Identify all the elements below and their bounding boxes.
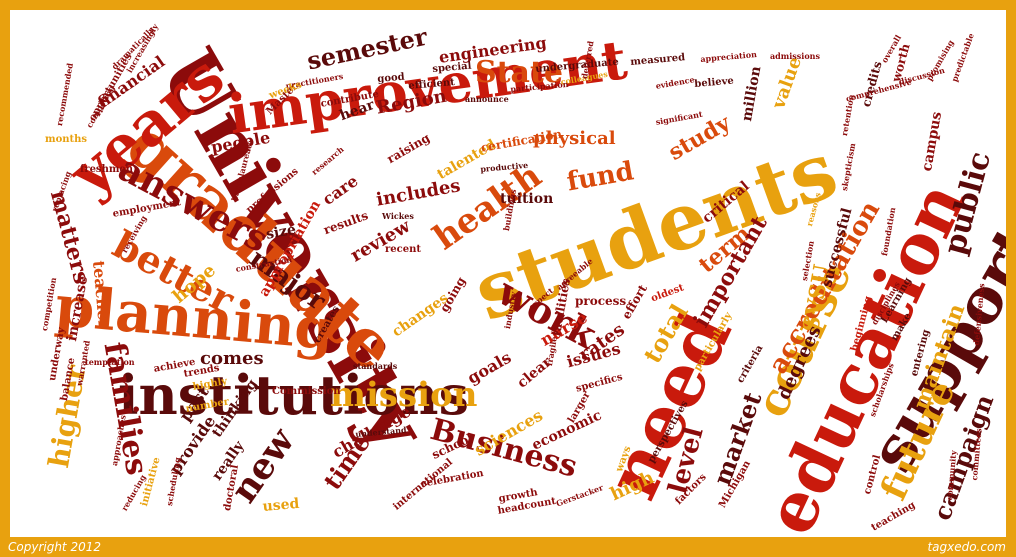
word-teaching: teaching — [869, 499, 918, 534]
word-teacher: teacher — [89, 259, 114, 330]
word-raising: raising — [384, 130, 433, 167]
word-care: care — [318, 171, 362, 209]
copyright-text: Copyright 2012 — [8, 540, 101, 554]
word-state: State — [475, 55, 563, 90]
word-specifics: specifics — [574, 371, 624, 395]
word-retention: retention — [839, 93, 857, 137]
brand-link[interactable]: tagxedo.com — [927, 540, 1006, 554]
word-commission: Commission — [272, 386, 341, 397]
word-research: research — [309, 144, 346, 177]
word-admissions: admissions — [770, 51, 820, 61]
word-predictable: predictable — [949, 31, 976, 84]
word-recommended: recommended — [54, 62, 75, 127]
word-includes: includes — [374, 175, 462, 211]
word-value: value — [768, 54, 807, 112]
word-campus: campus — [919, 110, 946, 173]
word-believe: believe — [693, 75, 735, 90]
word-appreciation: appreciation — [699, 49, 758, 64]
word-institutions: institutions — [118, 363, 469, 427]
word-measured: measured — [629, 52, 686, 68]
word-committees: committees — [969, 427, 984, 481]
word-wickes: Wickes — [382, 211, 414, 221]
word-results: results — [321, 208, 370, 238]
word-gerstacker: Gerstacker — [554, 482, 605, 509]
word-comes: comes — [200, 348, 264, 369]
word-standards: standards — [353, 361, 398, 371]
word-months: months — [45, 134, 88, 145]
word-used: used — [261, 495, 300, 515]
word-freshmen: freshmen — [80, 164, 134, 175]
word-certification: certification — [479, 126, 564, 155]
word-million: million — [739, 65, 765, 123]
word-recent: recent — [385, 244, 421, 255]
word-temptation: temptation — [85, 357, 135, 367]
word-tuition: tuition — [500, 191, 554, 207]
word-evidence: evidence — [654, 74, 696, 91]
word-goals: goals — [464, 347, 515, 388]
word-mission: mission — [330, 375, 478, 415]
word-fund: fund — [564, 156, 637, 198]
word-physical: physical — [533, 128, 616, 149]
word-announce: announce — [465, 94, 509, 104]
word-cloud: University students graduate institutions ne… — [10, 10, 1006, 537]
word-process: process — [575, 294, 627, 308]
word-skepticism: skepticism — [839, 142, 858, 192]
